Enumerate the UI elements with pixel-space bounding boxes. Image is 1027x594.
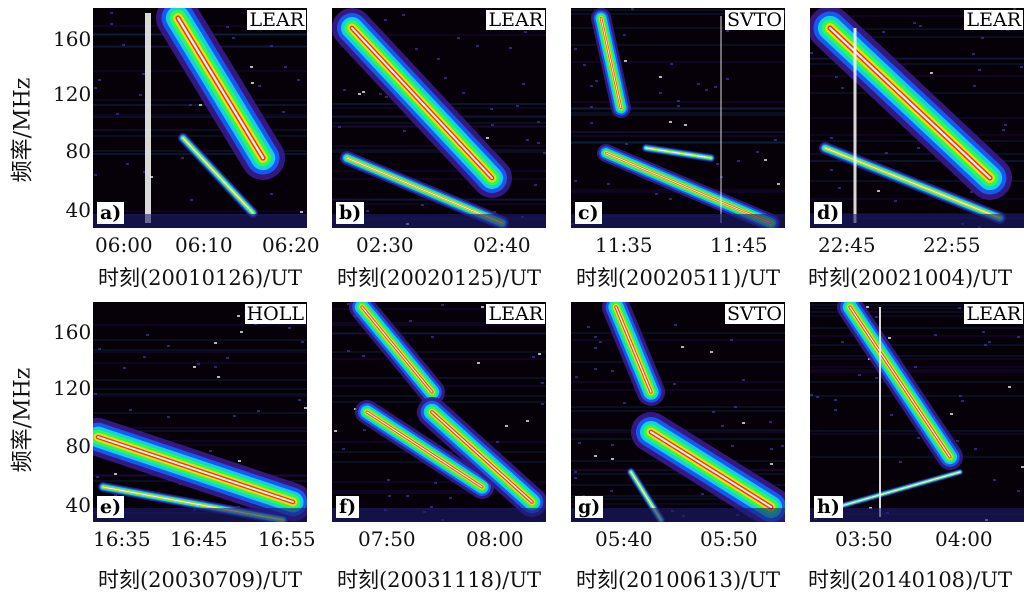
x-tick: 16:45 (170, 527, 228, 551)
spectrogram-a-plot (93, 8, 307, 228)
y-tick-top-120: 120 (53, 82, 92, 106)
spectrogram-panel-b: LEAR b) (332, 8, 546, 228)
panel-label: g) (575, 496, 604, 518)
panel-label: e) (97, 496, 125, 518)
spectrogram-c-plot (571, 8, 785, 228)
x-tick: 11:35 (595, 233, 653, 257)
x-tick: 16:55 (258, 527, 316, 551)
spectrogram-panel-h: LEAR h) (810, 302, 1024, 522)
panel-label: h) (814, 496, 843, 518)
x-tick: 06:10 (175, 233, 233, 257)
panel-label: b) (336, 202, 365, 224)
x-tick: 06:00 (95, 233, 153, 257)
x-tick: 03:50 (835, 527, 893, 551)
x-axis-label: 时刻(20030709)/UT (97, 568, 303, 592)
x-tick: 08:00 (466, 527, 524, 551)
x-axis-label: 时刻(20100613)/UT (575, 568, 781, 592)
y-tick-bottom-80: 80 (65, 434, 91, 458)
station-label: SVTO (725, 303, 784, 325)
y-tick-top-80: 80 (65, 139, 91, 163)
x-axis-label: 时刻(20140108)/UT (807, 568, 1013, 592)
y-tick-top-40: 40 (65, 198, 91, 222)
y-tick-bottom-160: 160 (53, 320, 92, 344)
station-label: SVTO (725, 9, 784, 31)
spectrogram-g-plot (571, 302, 785, 522)
x-axis-label: 时刻(20020125)/UT (336, 266, 542, 290)
x-tick: 05:40 (595, 527, 653, 551)
spectrogram-e-plot (93, 307, 307, 522)
station-label: LEAR (486, 9, 545, 31)
station-label: HOLL (244, 303, 306, 325)
panel-label: d) (814, 202, 843, 224)
x-tick: 16:35 (93, 527, 151, 551)
x-tick: 02:30 (356, 233, 414, 257)
panel-label: c) (575, 202, 602, 224)
panel-label: a) (97, 202, 125, 224)
panel-label: f) (336, 496, 360, 518)
x-tick: 22:55 (923, 233, 981, 257)
x-tick: 07:50 (358, 527, 416, 551)
x-axis-label: 时刻(20010126)/UT (97, 266, 303, 290)
spectrogram-b-plot (332, 8, 546, 228)
spectrogram-panel-f: LEAR f) (332, 302, 546, 522)
x-tick: 02:40 (473, 233, 531, 257)
spectrogram-panel-c: SVTO c) (571, 8, 785, 228)
station-label: LEAR (964, 303, 1023, 325)
spectrogram-panel-a: LEAR a) (93, 8, 307, 228)
spectrogram-panel-e: HOLL e) (93, 302, 307, 522)
x-tick: 05:50 (700, 527, 758, 551)
spectrogram-d-plot (810, 8, 1024, 228)
x-tick: 06:20 (262, 233, 320, 257)
x-tick: 22:45 (818, 233, 876, 257)
station-label: LEAR (486, 303, 545, 325)
station-label: LEAR (964, 9, 1023, 31)
spectrogram-f-plot (332, 302, 546, 522)
y-tick-top-160: 160 (53, 27, 92, 51)
y-axis-label-bottom: 频率/MHz (10, 367, 35, 473)
y-tick-bottom-120: 120 (53, 376, 92, 400)
y-tick-bottom-40: 40 (65, 493, 91, 517)
spectrogram-panel-d: LEAR d) (810, 8, 1024, 228)
spectrogram-h-plot (810, 302, 1024, 522)
x-axis-label: 时刻(20020511)/UT (575, 266, 781, 290)
x-axis-label: 时刻(20021004)/UT (807, 266, 1013, 290)
spectrogram-panel-g: SVTO g) (571, 302, 785, 522)
station-label: LEAR (247, 9, 306, 31)
x-tick: 04:00 (935, 527, 993, 551)
x-tick: 11:45 (710, 233, 768, 257)
x-axis-label: 时刻(20031118)/UT (336, 568, 542, 592)
y-axis-label-top: 频率/MHz (10, 77, 35, 183)
